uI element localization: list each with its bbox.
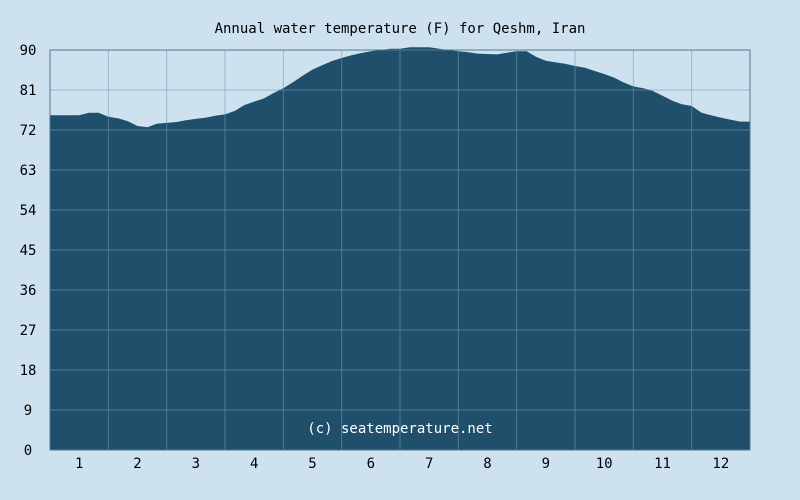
x-tick-label: 2 — [133, 456, 141, 472]
x-axis-ticks: 1 2 3 4 5 6 7 8 9 10 11 12 — [75, 456, 729, 472]
y-tick-label: 54 — [20, 203, 37, 219]
y-tick-label: 0 — [24, 443, 32, 459]
x-tick-label: 11 — [654, 456, 671, 472]
y-tick-label: 36 — [20, 283, 37, 299]
y-tick-label: 72 — [20, 123, 37, 139]
y-tick-label: 45 — [20, 243, 37, 259]
x-tick-label: 4 — [250, 456, 258, 472]
x-tick-label: 6 — [367, 456, 375, 472]
x-tick-label: 8 — [483, 456, 491, 472]
x-tick-label: 7 — [425, 456, 433, 472]
y-tick-label: 90 — [20, 43, 37, 59]
y-tick-label: 18 — [20, 363, 37, 379]
y-tick-label: 81 — [20, 83, 37, 99]
x-tick-label: 12 — [712, 456, 729, 472]
y-tick-label: 9 — [24, 403, 32, 419]
y-axis-ticks: 0 9 18 27 36 45 54 63 72 81 90 — [20, 43, 37, 459]
watermark: (c) seatemperature.net — [307, 421, 492, 437]
chart-title: Annual water temperature (F) for Qeshm, … — [215, 21, 586, 37]
plot-frame — [49, 49, 751, 451]
x-tick-label: 3 — [192, 456, 200, 472]
y-tick-label: 63 — [20, 163, 37, 179]
x-tick-label: 10 — [596, 456, 613, 472]
y-tick-label: 27 — [20, 323, 37, 339]
x-tick-label: 1 — [75, 456, 83, 472]
x-tick-label: 9 — [542, 456, 550, 472]
x-tick-label: 5 — [308, 456, 316, 472]
